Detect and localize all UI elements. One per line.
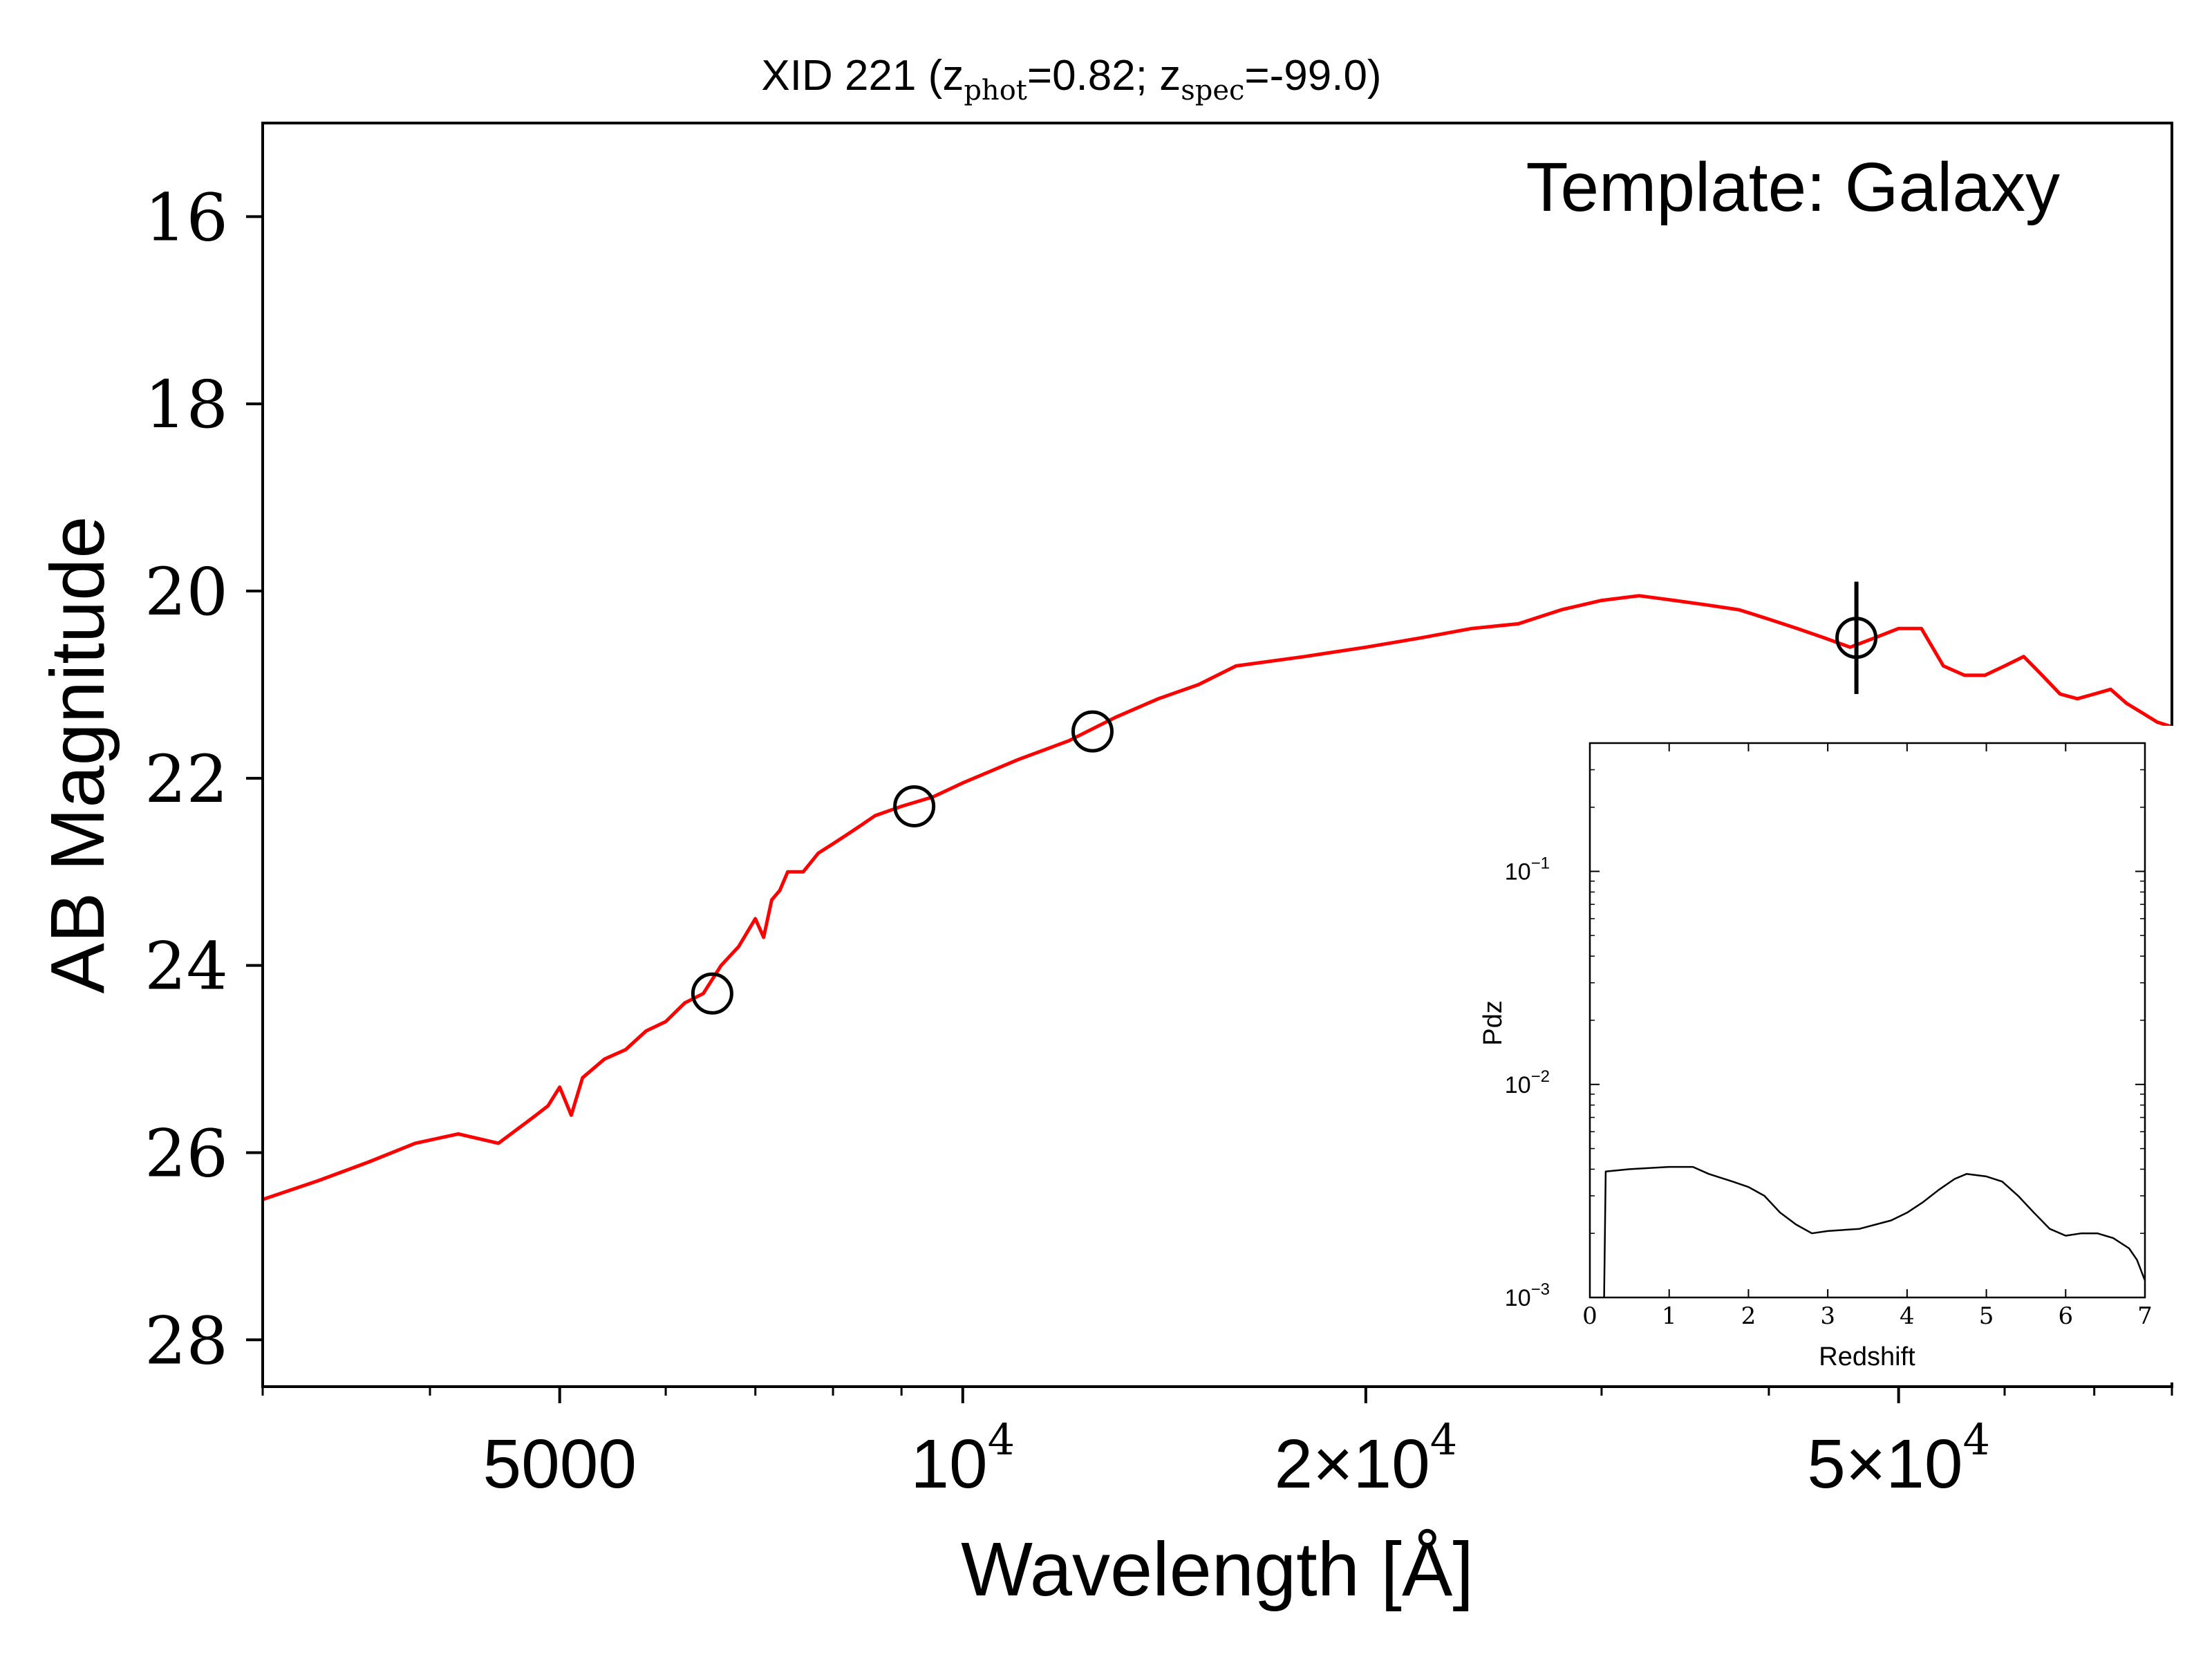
inset-y-tick-label: 10−2 bbox=[1505, 1067, 1550, 1098]
x-tick-label: 2×104 bbox=[1275, 1414, 1458, 1503]
template-annotation: Template: Galaxy bbox=[1526, 149, 2060, 226]
inset-x-tick-label: 5 bbox=[1979, 1302, 1994, 1330]
inset-y-tick-mantissa: 10 bbox=[1505, 1285, 1531, 1311]
inset-plot-layer: 0 1 2 3 4 5 6 710−110−210−3 bbox=[1505, 742, 2153, 1330]
inset-x-tick-label: 0 bbox=[1582, 1302, 1597, 1330]
inset-x-tick-label: 7 bbox=[2137, 1302, 2153, 1330]
title-prefix: XID 221 (z bbox=[761, 52, 964, 100]
x-tick-label: 5000 bbox=[482, 1425, 636, 1503]
title-sub-spec: spec bbox=[1181, 75, 1244, 106]
title-sub-phot: phot bbox=[964, 75, 1027, 106]
inset-y-tick-exponent: −2 bbox=[1531, 1067, 1550, 1086]
x-tick-label: 104 bbox=[910, 1414, 1015, 1503]
inset-plot-frame bbox=[1588, 742, 2146, 1299]
inset-plot: 0 1 2 3 4 5 6 710−110−210−3 Redshift Pdz bbox=[1471, 726, 2197, 1382]
y-tick-label: 18 bbox=[144, 367, 228, 443]
inset-x-tick-label: 3 bbox=[1820, 1302, 1835, 1330]
y-tick-label: 24 bbox=[144, 929, 228, 1005]
y-tick-label: 16 bbox=[144, 180, 228, 256]
pdz-line bbox=[1603, 1165, 2146, 1298]
y-axis-label: AB Magnitude bbox=[35, 516, 120, 994]
inset-x-axis-label: Redshift bbox=[1819, 1342, 1915, 1371]
photometry-point bbox=[1835, 617, 1878, 659]
chart-title: XID 221 (zphot=0.82; zspec=-99.0) bbox=[761, 52, 1381, 106]
inset-y-tick-exponent: −1 bbox=[1531, 854, 1550, 873]
inset-y-tick-mantissa: 10 bbox=[1505, 859, 1531, 885]
photometry-point bbox=[893, 785, 936, 827]
x-tick-mantissa: 5000 bbox=[482, 1425, 636, 1503]
x-tick-mantissa: 10 bbox=[910, 1425, 987, 1503]
inset-x-tick-label: 6 bbox=[2058, 1302, 2073, 1330]
y-tick-label: 20 bbox=[144, 554, 228, 630]
x-tick-mantissa: 5×10 bbox=[1807, 1425, 1962, 1503]
inset-y-tick-label: 10−3 bbox=[1505, 1280, 1550, 1311]
inset-x-tick-label: 2 bbox=[1741, 1302, 1756, 1330]
x-tick-label: 5×104 bbox=[1807, 1414, 1990, 1503]
inset-background bbox=[1471, 726, 2197, 1382]
inset-y-tick-label: 10−1 bbox=[1505, 854, 1550, 885]
y-tick-label: 26 bbox=[144, 1116, 228, 1192]
y-tick-label: 22 bbox=[144, 742, 228, 818]
inset-y-axis-label: Pdz bbox=[1479, 1000, 1508, 1045]
inset-x-tick-label: 1 bbox=[1662, 1302, 1677, 1330]
inset-x-tick-label: 4 bbox=[1900, 1302, 1915, 1330]
inset-y-tick-exponent: −3 bbox=[1531, 1280, 1550, 1299]
x-axis-label: Wavelength [Å] bbox=[961, 1527, 1474, 1612]
photometry-point bbox=[1071, 710, 1114, 753]
title-mid: =0.82; z bbox=[1027, 52, 1181, 100]
x-tick-exponent: 4 bbox=[1430, 1414, 1457, 1465]
x-tick-mantissa: 2×10 bbox=[1275, 1425, 1430, 1503]
template-spectrum-line bbox=[262, 594, 2173, 1201]
x-tick-exponent: 4 bbox=[988, 1414, 1015, 1465]
x-tick-exponent: 4 bbox=[1963, 1414, 1990, 1465]
y-tick-label: 28 bbox=[144, 1303, 228, 1379]
title-suffix: =-99.0) bbox=[1244, 52, 1381, 100]
inset-y-tick-mantissa: 10 bbox=[1505, 1072, 1531, 1098]
photometry-point bbox=[691, 972, 733, 1015]
